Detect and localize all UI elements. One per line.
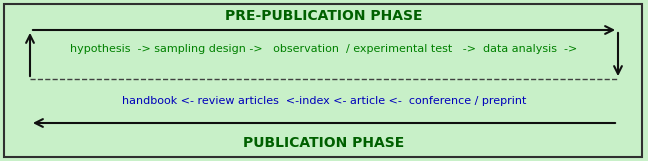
- Text: PUBLICATION PHASE: PUBLICATION PHASE: [244, 136, 404, 150]
- Text: handbook <- review articles  <-index <- article <-  conference / preprint: handbook <- review articles <-index <- a…: [122, 96, 526, 106]
- Text: hypothesis  -> sampling design ->   observation  / experimental test   ->  data : hypothesis -> sampling design -> observa…: [71, 44, 577, 54]
- Text: PRE-PUBLICATION PHASE: PRE-PUBLICATION PHASE: [226, 9, 422, 23]
